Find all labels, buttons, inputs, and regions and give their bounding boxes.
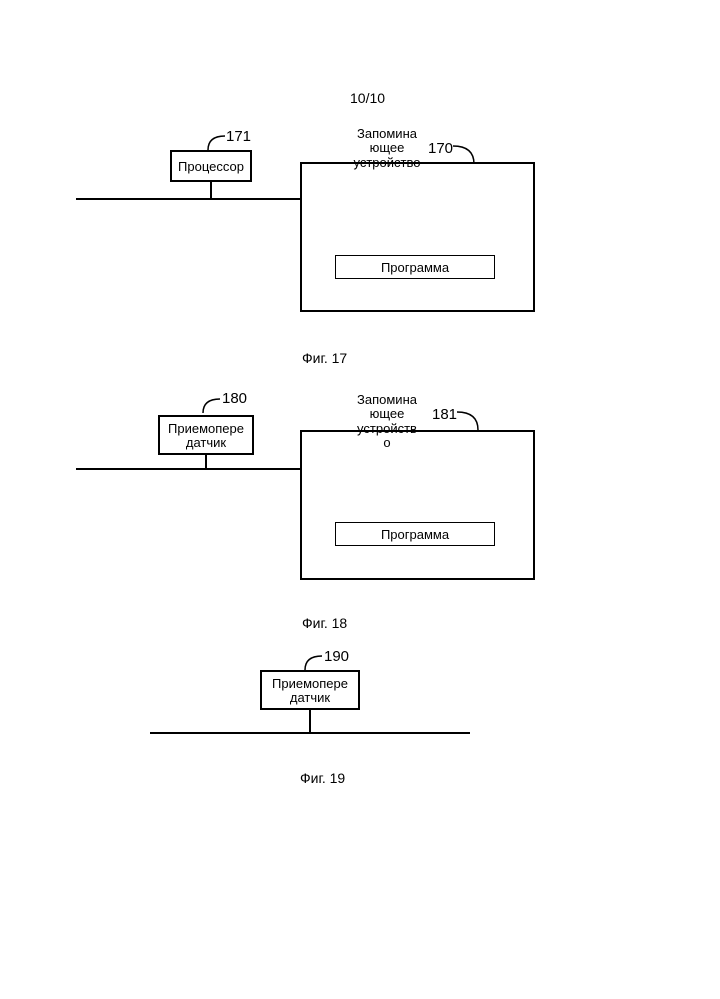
fig18-caption: Фиг. 18 [302,615,347,631]
fig17-storage-box [300,162,535,312]
fig18-program-label: Программа [381,527,449,542]
fig18-trx-lead [200,395,226,417]
fig18-storage-label: Запомина ющее устройств о [348,393,426,450]
fig18-storage-lead [454,408,484,434]
fig17-processor-label: Процессор [172,160,250,174]
fig19-trx-label: Приемопере датчик [262,677,358,706]
fig19-caption: Фиг. 19 [300,770,345,786]
fig19-trx-lead [302,652,328,674]
fig17-bus [76,198,300,200]
fig17-processor-box: Процессор [170,150,252,182]
fig17-program-label: Программа [381,260,449,275]
fig17-caption: Фиг. 17 [302,350,347,366]
fig19-trx-stub [309,710,311,732]
fig18-trx-label: Приемопере датчик [160,422,252,451]
fig17-program-box: Программа [335,255,495,279]
fig18-bus [76,468,300,470]
fig18-storage-box [300,430,535,580]
fig18-trx-box: Приемопере датчик [158,415,254,455]
fig18-program-box: Программа [335,522,495,546]
fig17-storage-lead [450,142,480,168]
fig17-processor-lead [205,132,231,154]
page-number: 10/10 [350,90,385,106]
diagram-canvas: 10/10 Процессор 171 Запомина ющее устрой… [0,0,720,999]
fig18-trx-stub [205,455,207,468]
fig17-processor-stub [210,182,212,198]
fig17-storage-label: Запомина ющее устройство [348,127,426,170]
fig19-trx-box: Приемопере датчик [260,670,360,710]
fig19-bus [150,732,470,734]
